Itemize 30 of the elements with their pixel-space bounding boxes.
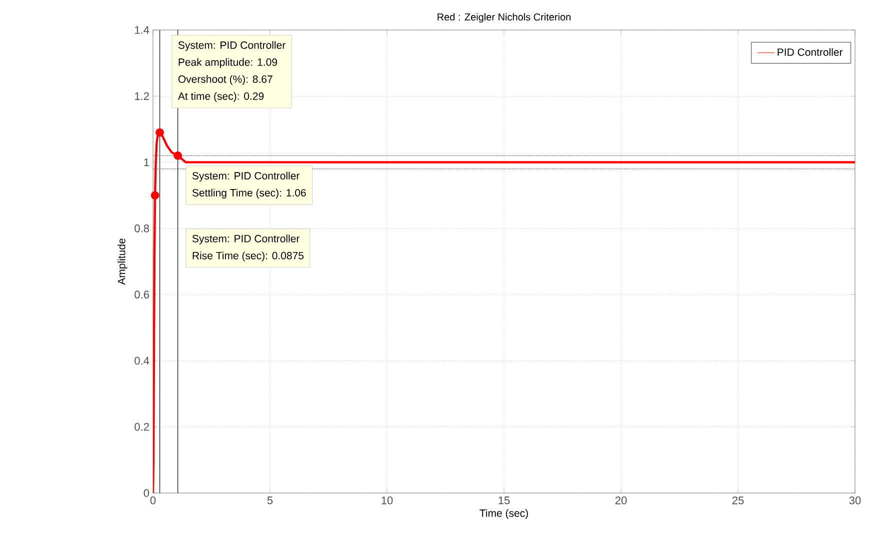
annotation: At time (sec): 0.29 (178, 92, 264, 102)
x-tick-label: 5 (267, 496, 273, 504)
point (150, 191, 160, 200)
y-tick-label: 0 (144, 489, 150, 497)
annotation: Overshoot (%): 8.67 (178, 75, 272, 85)
y-tick-label: 1.2 (135, 92, 149, 100)
x-tick-label: 15 (498, 496, 510, 504)
y-axis-title: Amplitude (118, 238, 128, 285)
legend-label: PID Controller (778, 48, 843, 56)
point (174, 151, 182, 160)
x-tick-label: 25 (732, 496, 744, 504)
annotation: Rise Time (sec): 0.0875 (192, 252, 304, 262)
x-tick-label: 0 (150, 496, 156, 504)
y-tick-label: 0.8 (134, 224, 150, 232)
annotation: Peak amplitude: 1.09 (178, 58, 278, 68)
annotation: System: PID Controller (192, 234, 300, 244)
y-tick-label: 0.4 (134, 356, 150, 365)
x-tick-label: 30 (849, 496, 861, 504)
y-tick-label: 1 (144, 158, 149, 166)
point (156, 128, 164, 137)
y-tick-label: 0.6 (134, 290, 150, 298)
annotation: System: PID Controller (192, 172, 300, 182)
y-tick-label: 1.4 (135, 26, 150, 34)
chart-title: Red : Zeigler Nichols Criterion (438, 13, 570, 22)
x-tick-label: 10 (382, 496, 393, 504)
y-tick-label: 0.2 (134, 422, 149, 431)
x-tick-label: 20 (615, 496, 627, 504)
x-axis-title: Time (sec) (480, 509, 528, 519)
annotation: Settling Time (sec): 1.06 (192, 188, 306, 199)
annotation: System: PID Controller (178, 41, 286, 51)
